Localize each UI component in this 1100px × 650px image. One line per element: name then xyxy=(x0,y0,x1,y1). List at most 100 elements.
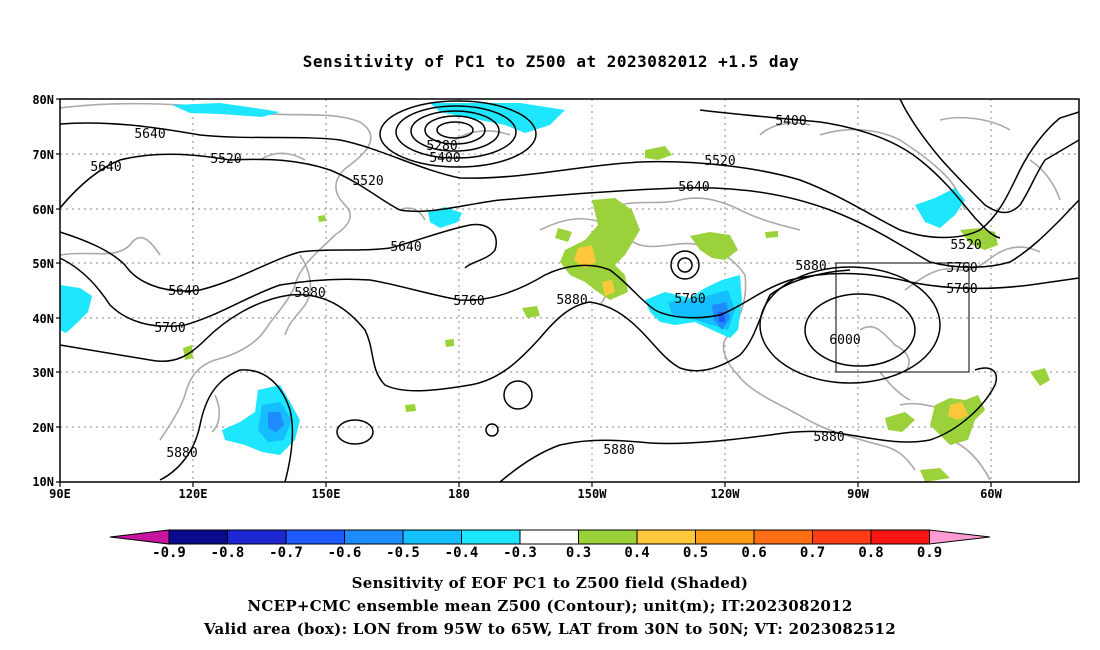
shade-green xyxy=(930,395,985,445)
shade-cyan xyxy=(428,207,462,228)
contour-label: 5520 xyxy=(950,238,981,253)
colorbar-swatch xyxy=(636,529,696,545)
shade-blue xyxy=(268,412,284,432)
contour-label: 5880 xyxy=(813,430,844,445)
colorbar-swatch xyxy=(344,529,404,545)
colorbar-tick-label: 0.8 xyxy=(858,545,883,561)
contour-label: 5760 xyxy=(674,292,705,307)
contour-label: 5760 xyxy=(946,282,977,297)
colorbar-labels: -0.9 -0.8 -0.7 -0.6 -0.5 -0.4 -0.3 0.3 0.4 0.5 0.6… xyxy=(152,545,942,561)
colorbar xyxy=(109,529,991,545)
shade-yellow xyxy=(574,245,596,268)
lat-label: 60N xyxy=(32,203,54,217)
contour-label: 5880 xyxy=(603,443,634,458)
colorbar-swatch xyxy=(227,529,287,545)
shade-cyan xyxy=(915,188,965,228)
contour-label: 5400 xyxy=(775,114,806,129)
colorbar-swatch xyxy=(812,529,872,545)
map-panel: 5640 5520 5280 5400 5520 5640 5400 5520 … xyxy=(59,98,1080,483)
contour-label: 5880 xyxy=(556,293,587,308)
shade-cyan xyxy=(430,103,565,133)
contour-label: 5760 xyxy=(154,321,185,336)
colorbar-tick-label: 0.5 xyxy=(683,545,708,561)
colorbar-swatch xyxy=(695,529,755,545)
z500-contours xyxy=(59,98,1080,483)
valid-area-box xyxy=(835,262,970,373)
caption-line-3: Valid area (box): LON from 95W to 65W, L… xyxy=(203,620,897,638)
colorbar-swatch xyxy=(753,529,813,545)
colorbar-swatch xyxy=(519,529,579,545)
contour-label: 5880 xyxy=(294,286,325,301)
shade-green xyxy=(690,232,738,260)
contour-label: 6000 xyxy=(829,333,860,348)
colorbar-arrow-right xyxy=(929,529,991,545)
colorbar-swatch xyxy=(870,529,930,545)
colorbar-arrow-left xyxy=(109,529,170,545)
sensitivity-shading xyxy=(60,103,1050,482)
shade-green xyxy=(765,231,778,238)
colorbar-tick-label: 0.3 xyxy=(566,545,591,561)
axis-ticks xyxy=(56,98,992,487)
shade-green xyxy=(920,468,950,482)
colorbar-tick-label: -0.6 xyxy=(328,545,362,561)
lon-label: 60W xyxy=(980,487,1002,501)
colorbar-tick-label: -0.3 xyxy=(503,545,537,561)
shade-green xyxy=(318,215,326,222)
contour-label: 5280 xyxy=(426,139,457,154)
contour-label: 5640 xyxy=(168,284,199,299)
colorbar-tick-label: 0.7 xyxy=(800,545,825,561)
colorbar-tick-label: -0.7 xyxy=(269,545,303,561)
caption-line-2: NCEP+CMC ensemble mean Z500 (Contour); u… xyxy=(247,597,853,615)
contour-label: 5640 xyxy=(90,160,121,175)
shade-cyan xyxy=(172,103,280,117)
contour-label: 5400 xyxy=(429,151,460,166)
contour-label: 5880 xyxy=(795,259,826,274)
lon-axis-labels: 90E 120E 150E 180 150W 120W 90W 60W xyxy=(49,487,1002,501)
shade-yellow xyxy=(948,402,968,420)
colorbar-tick-label: 0.4 xyxy=(624,545,649,561)
contour-label: 5640 xyxy=(390,240,421,255)
colorbar-tick-label: -0.9 xyxy=(152,545,186,561)
lat-label: 70N xyxy=(32,148,54,162)
lat-label: 30N xyxy=(32,366,54,380)
shade-yellow xyxy=(602,280,615,296)
lon-label: 120E xyxy=(179,487,208,501)
colorbar-swatch xyxy=(578,529,638,545)
contour-label: 5520 xyxy=(704,154,735,169)
contour-labels: 5640 5520 5280 5400 5520 5640 5400 5520 … xyxy=(90,114,981,461)
contour-label: 5880 xyxy=(166,446,197,461)
colorbar-tick-label: 0.9 xyxy=(917,545,942,561)
lat-label: 50N xyxy=(32,257,54,271)
shade-green xyxy=(1030,368,1050,386)
lon-label: 180 xyxy=(448,487,470,501)
lon-label: 90E xyxy=(49,487,71,501)
shade-cyan xyxy=(60,285,92,333)
lat-axis-labels: 80N 70N 60N 50N 40N 30N 20N 10N xyxy=(32,93,54,489)
lat-label: 20N xyxy=(32,421,54,435)
colorbar-swatch xyxy=(402,529,462,545)
shade-green xyxy=(522,306,540,318)
shade-green xyxy=(560,198,640,300)
shade-green xyxy=(445,339,454,347)
shade-green xyxy=(645,146,672,160)
figure-title: Sensitivity of PC1 to Z500 at 2023082012… xyxy=(303,52,800,71)
colorbar-swatch xyxy=(168,529,228,545)
colorbar-tick-label: 0.6 xyxy=(741,545,766,561)
map-frame xyxy=(59,98,1080,483)
lat-label: 40N xyxy=(32,312,54,326)
contour-label: 5640 xyxy=(678,180,709,195)
contour-label: 5640 xyxy=(134,127,165,142)
lat-label: 10N xyxy=(32,475,54,489)
colorbar-swatch xyxy=(285,529,345,545)
shade-green xyxy=(555,228,572,242)
lat-label: 80N xyxy=(32,93,54,107)
lon-label: 120W xyxy=(711,487,741,501)
contour-label: 5760 xyxy=(946,261,977,276)
colorbar-tick-label: -0.4 xyxy=(445,545,479,561)
caption-line-1: Sensitivity of EOF PC1 to Z500 field (Sh… xyxy=(351,574,749,592)
shade-green xyxy=(885,412,915,432)
lon-label: 150W xyxy=(578,487,608,501)
contour-label: 5760 xyxy=(453,294,484,309)
lon-label: 150E xyxy=(312,487,341,501)
